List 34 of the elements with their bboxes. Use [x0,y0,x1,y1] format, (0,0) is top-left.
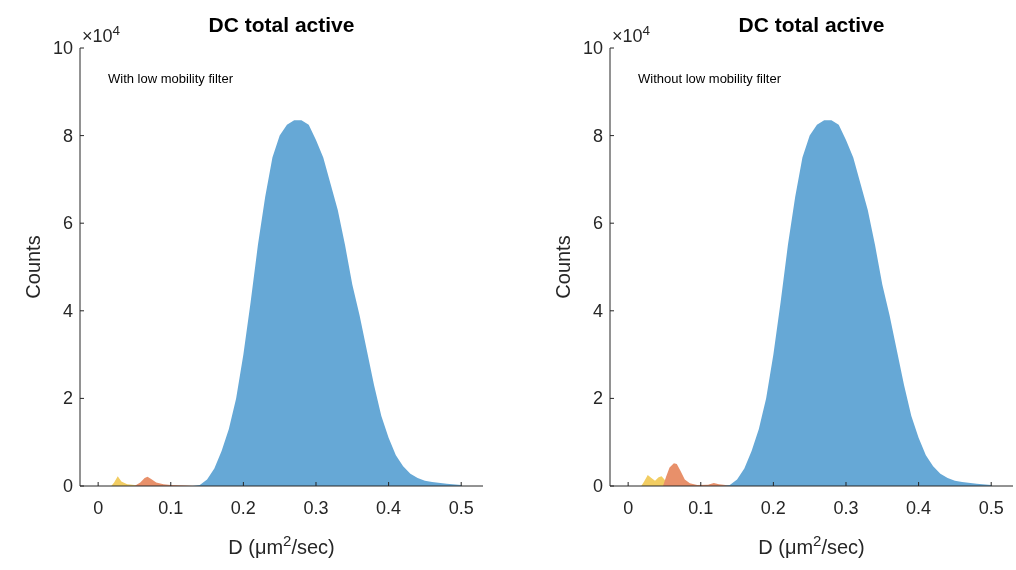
y-tick-label: 8 [592,125,603,146]
x-tick-label: 0 [623,498,634,518]
text: ×10$^{4}$ [612,22,651,46]
y-tick-label: 6 [592,213,603,234]
x-tick-label: 0.4 [376,498,402,518]
x-tick-label: 0.2 [230,498,256,518]
y-tick-label: 2 [592,388,603,409]
x-tick-label: 0.1 [688,498,714,518]
y-tick-label: 10 [582,38,603,58]
y-tick-label: 0 [62,476,73,496]
x-tick-label: 0.4 [906,498,932,518]
chart-title: DC total active [208,13,355,36]
x-axis-title: D (μm$^{2}$/sec) [758,531,865,558]
annotation: With low mobility filter [108,71,234,86]
y-axis-title: Counts [22,235,44,299]
x-tick-label: 0.5 [448,498,474,518]
x-axis-title: D (μm$^{2}$/sec) [228,531,335,558]
y-axis-title: Counts [552,235,574,299]
y-tick-label: 4 [592,300,603,321]
y-tick-label: 8 [62,125,73,146]
y-tick-label: 0 [592,476,603,496]
chart-title: DC total active [738,13,885,36]
x-tick-label: 0.3 [303,498,329,518]
y-tick-label: 2 [62,388,73,409]
x-tick-label: 0.2 [760,498,786,518]
annotation: Without low mobility filter [638,71,782,86]
y-tick-label: 4 [62,300,73,321]
y-tick-label: 6 [62,213,73,234]
x-tick-label: 0 [93,498,104,518]
text: ×10$^{4}$ [82,22,121,46]
x-tick-label: 0.3 [833,498,859,518]
y-tick-label: 10 [52,38,73,58]
x-tick-label: 0.5 [978,498,1004,518]
x-tick-label: 0.1 [158,498,184,518]
